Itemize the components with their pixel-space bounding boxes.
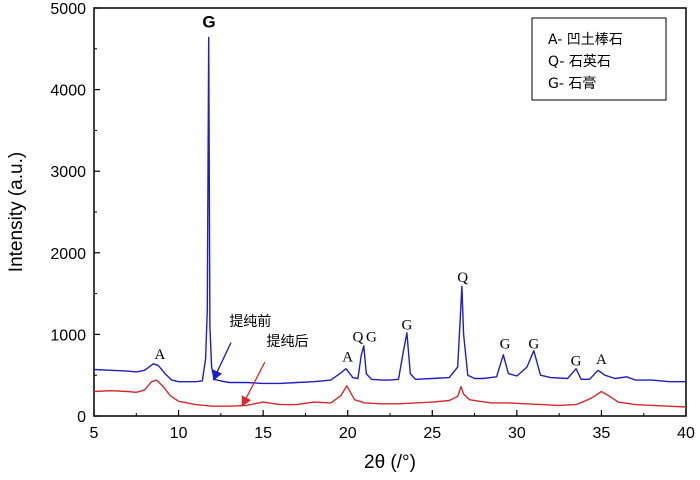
y-tick-label: 0 [77, 409, 86, 426]
y-axis: 0 1000 2000 3000 4000 5000 [50, 1, 100, 426]
x-tick-label: 10 [170, 425, 188, 442]
peak-label: A [596, 352, 607, 368]
annotation-label: 提纯后 [267, 334, 309, 350]
annotation-arrow [241, 361, 266, 407]
peak-label: G [500, 336, 511, 352]
x-tick-label: 25 [423, 425, 441, 442]
x-tick-label: 30 [508, 425, 526, 442]
peak-label: G [571, 353, 582, 369]
series-line-before-purification [93, 36, 686, 385]
legend-item-attapulgite: A- 凹土棒石 [548, 32, 623, 48]
y-tick-label: 3000 [50, 164, 86, 181]
legend-box [531, 17, 667, 101]
y-tick-label: 4000 [50, 83, 86, 100]
peak-label: A [155, 347, 166, 363]
peak-label: G [401, 318, 412, 334]
peak-label: A [342, 349, 353, 365]
series-line-after-purification [93, 379, 687, 408]
x-tick-label: 35 [593, 425, 611, 442]
legend-item-quartz: Q- 石英石 [548, 53, 611, 70]
x-tick-label: 15 [254, 425, 272, 442]
y-tick-label: 5000 [50, 1, 86, 18]
legend-item-gypsum: G- 石膏 [548, 75, 596, 92]
y-tick-label: 1000 [50, 327, 86, 344]
x-axis: 5 10 15 20 25 30 35 40 [90, 410, 695, 442]
x-axis-title: 2θ (/°) [364, 452, 416, 473]
x-tick-label: 5 [90, 425, 99, 442]
peak-label: Q [457, 270, 468, 286]
annotation-arrow [212, 342, 232, 381]
y-tick-label: 2000 [50, 246, 86, 263]
legend: A- 凹土棒石 Q- 石英石 G- 石膏 [531, 17, 667, 101]
y-axis-title: Intensity (a.u.) [6, 152, 27, 272]
peak-label: G [528, 336, 539, 352]
x-tick-label: 40 [677, 425, 695, 442]
peak-label: G [366, 330, 377, 346]
x-tick-label: 20 [339, 425, 357, 442]
annotation-label: 提纯前 [229, 313, 271, 330]
peak-label: Q [352, 330, 363, 346]
peak-label: G [202, 13, 215, 32]
